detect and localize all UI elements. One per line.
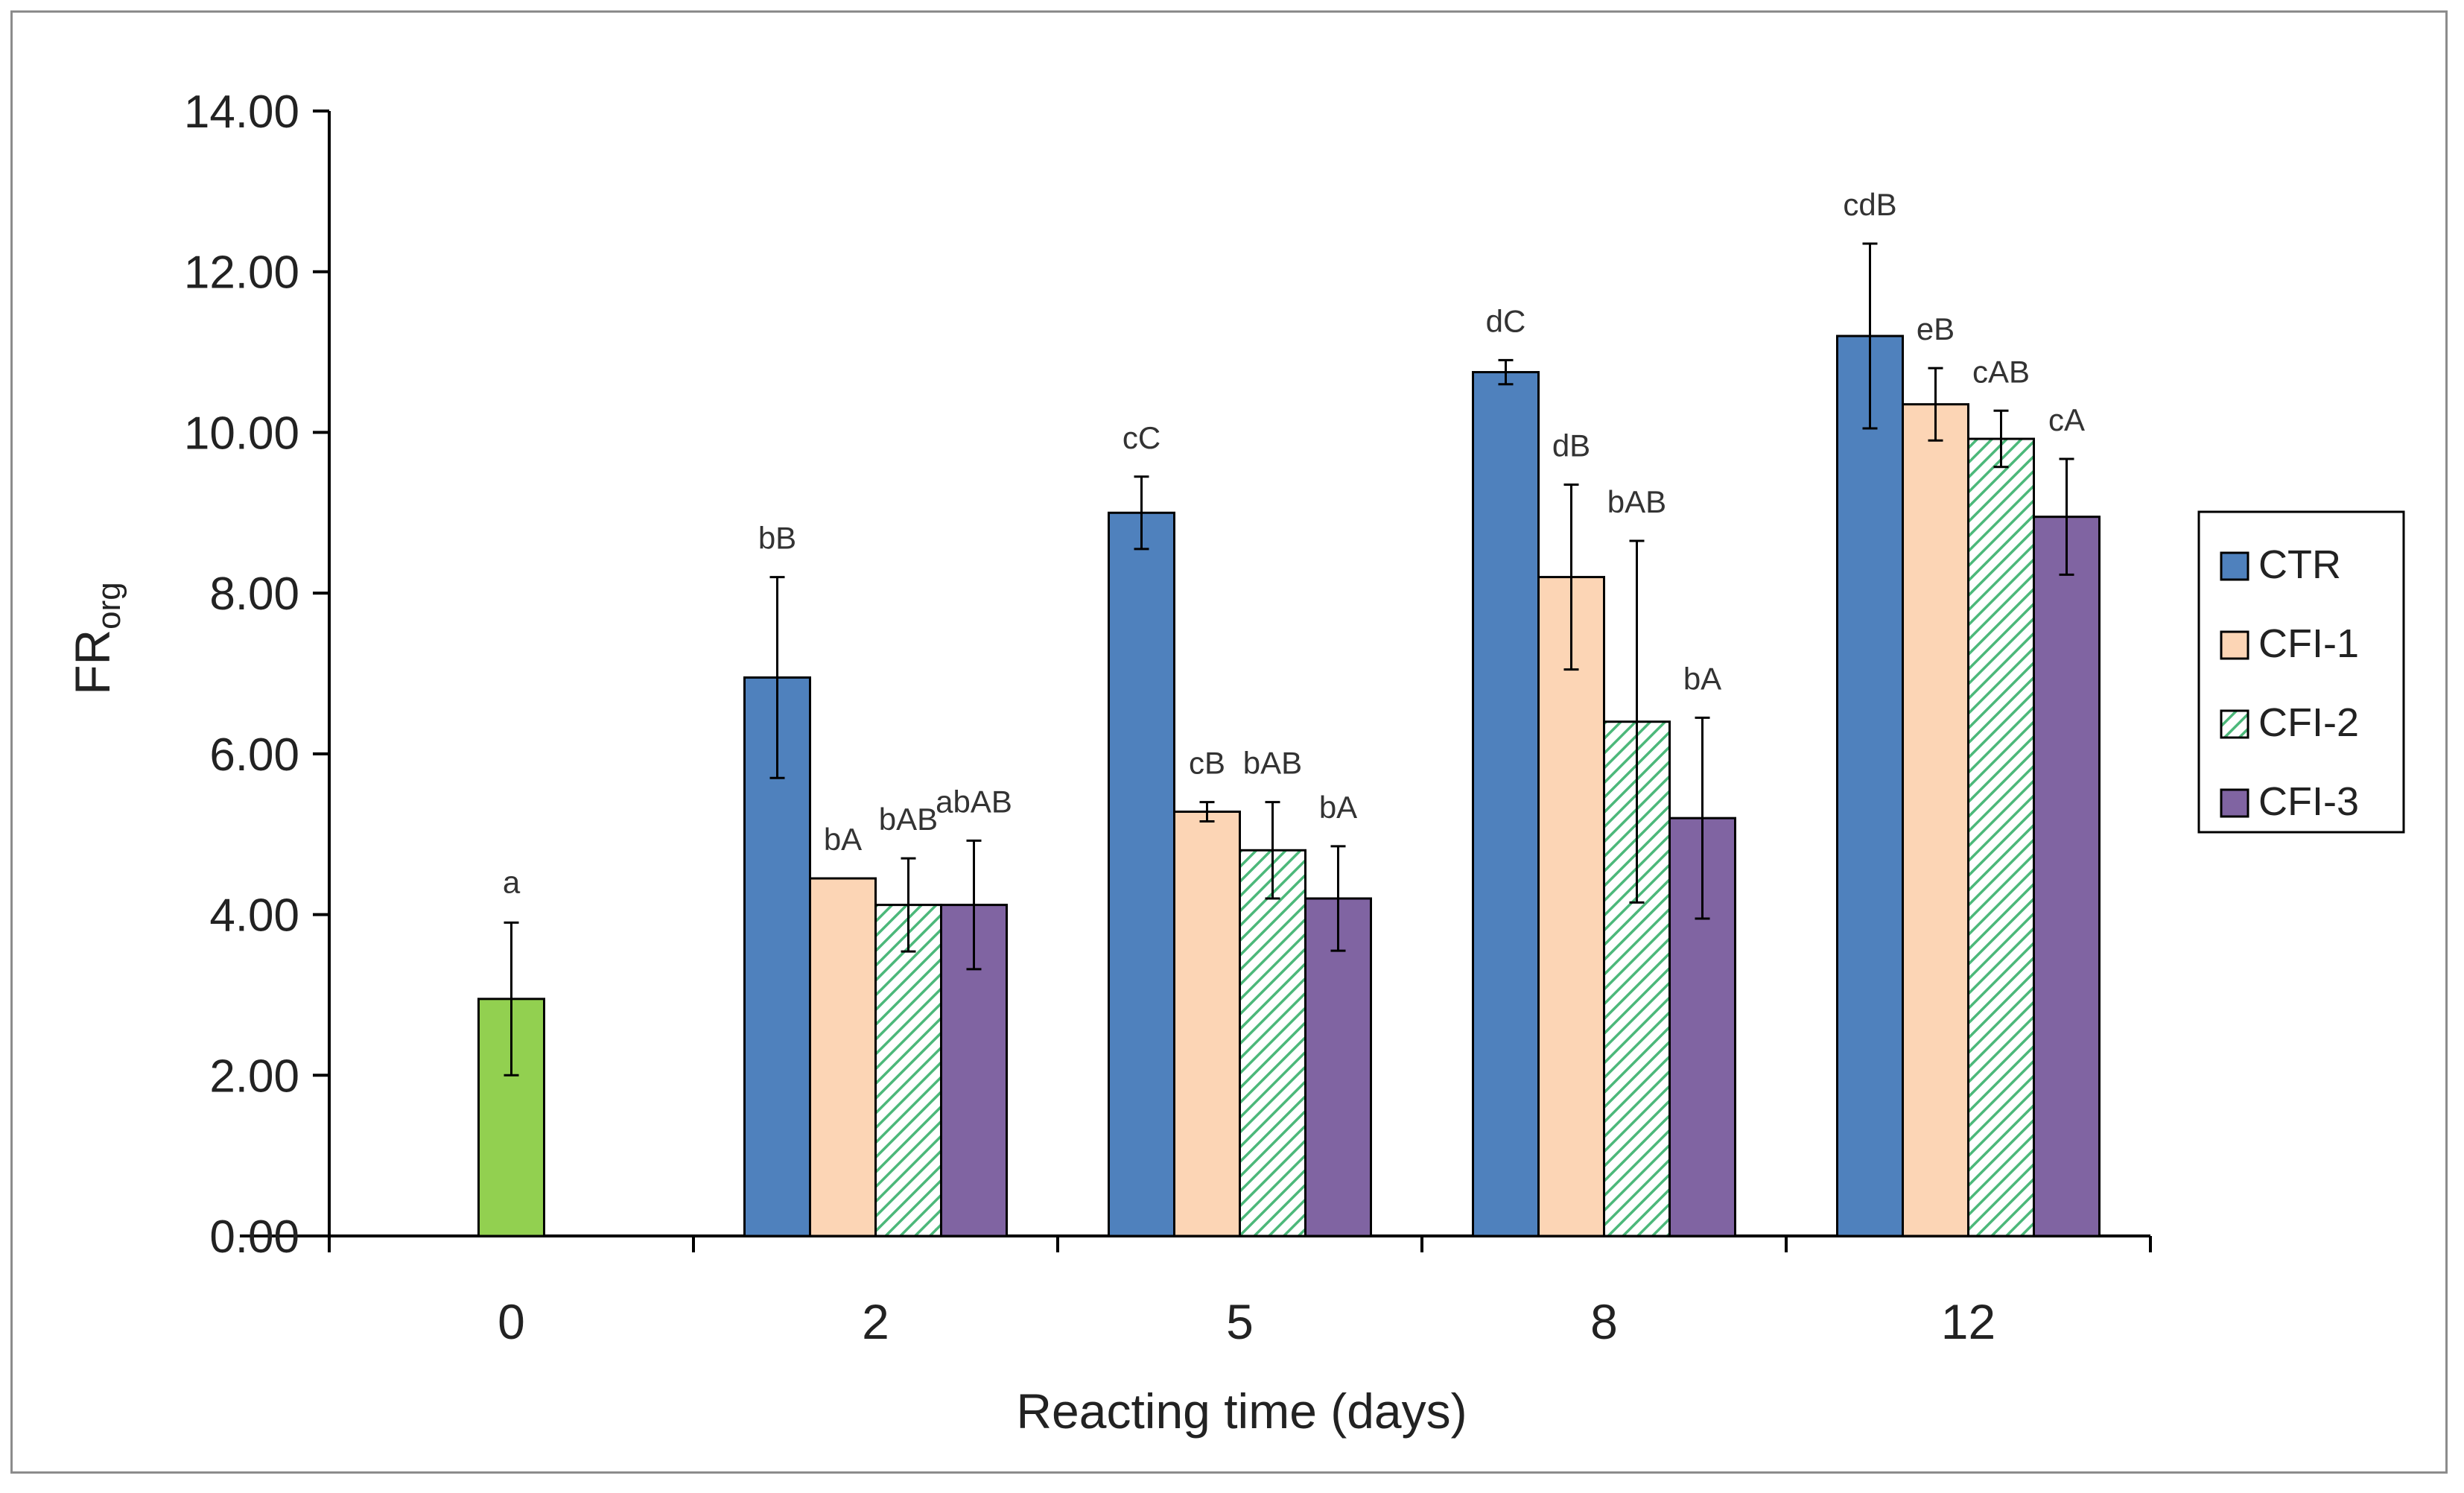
- legend-swatch-cfi-2: [2220, 709, 2249, 739]
- y-tick-label: 14.00: [184, 86, 299, 138]
- data-label-cfi-2-day8: bAB: [1607, 484, 1666, 519]
- legend-swatch-ctr: [2220, 551, 2249, 581]
- bar-cfi-1-day12: [1902, 403, 1969, 1237]
- bar-chart: 0.00 2.00 4.00 6.00 8.00 10.00 12.00 14.00 0 2 5 8 1…: [65, 86, 2405, 1439]
- data-label-cfi-3-day2: abAB: [936, 784, 1012, 819]
- bar-cfi-2-day12: [1967, 437, 2035, 1237]
- data-label-cfi-3-day8: bA: [1683, 661, 1721, 696]
- bar-cfi-1-day8: [1537, 576, 1605, 1237]
- data-label-cfi-2-day12: cAB: [1972, 354, 2030, 389]
- y-tick-label: 0.00: [209, 1211, 299, 1263]
- data-label-cfi-1-day12: eB: [1917, 311, 1955, 346]
- y-tick-label: 8.00: [209, 568, 299, 620]
- y-tick-label: 12.00: [184, 247, 299, 299]
- axes: 0.00 2.00 4.00 6.00 8.00 10.00 12.00 14.00 0 2 5 8 1…: [184, 86, 2152, 1349]
- data-label-cfi-1-day5: cB: [1189, 746, 1225, 781]
- legend-swatch-cfi-1: [2220, 630, 2249, 660]
- data-label-day0: a: [503, 864, 521, 899]
- bar-ctr-day12: [1836, 335, 1904, 1237]
- data-label-cfi-3-day5: bA: [1319, 790, 1357, 825]
- bar-cfi-1-day2: [809, 877, 877, 1237]
- bar-cfi-3-day5: [1304, 897, 1372, 1237]
- legend-label-cfi-2: CFI-2: [2258, 700, 2359, 745]
- y-tick-label: 6.00: [209, 729, 299, 781]
- legend-label-ctr: CTR: [2258, 542, 2341, 587]
- data-label-cfi-1-day8: dB: [1552, 428, 1590, 463]
- x-axis-title: Reacting time (days): [1016, 1383, 1467, 1439]
- y-tick-label: 4.00: [209, 890, 299, 942]
- data-labels: a bB cC dC cdB bA cB dB eB bAB bAB bAB cAB abAB bA bA cA: [503, 187, 2085, 899]
- x-tick-label: 12: [1941, 1294, 1995, 1349]
- data-label-cfi-1-day2: bA: [824, 822, 862, 857]
- y-tick-label: 10.00: [184, 408, 299, 459]
- bar-ctr-day8: [1472, 371, 1540, 1237]
- bar-cfi-2-day2: [874, 904, 942, 1237]
- x-tick-label: 8: [1590, 1294, 1618, 1349]
- y-axis-title-subscript: org: [91, 582, 127, 630]
- data-label-ctr-day12: cdB: [1843, 187, 1896, 222]
- bar-cfi-2-day5: [1239, 849, 1306, 1237]
- data-label-ctr-day5: cC: [1123, 420, 1160, 455]
- bar-cfi-3-day12: [2033, 516, 2101, 1237]
- data-label-cfi-2-day2: bAB: [879, 802, 938, 837]
- x-tick-label: 0: [498, 1294, 525, 1349]
- legend-swatch-cfi-3: [2220, 788, 2249, 818]
- data-label-cfi-2-day5: bAB: [1243, 746, 1302, 781]
- bar-ctr-day5: [1108, 511, 1175, 1237]
- x-tick-label: 5: [1226, 1294, 1254, 1349]
- y-tick-label: 2.00: [209, 1050, 299, 1102]
- x-tick-label: 2: [862, 1294, 889, 1349]
- legend-label-cfi-3: CFI-3: [2258, 779, 2359, 824]
- legend-label-cfi-1: CFI-1: [2258, 621, 2359, 666]
- data-label-ctr-day8: dC: [1486, 303, 1526, 338]
- data-label-cfi-3-day12: cA: [2048, 402, 2085, 437]
- chart-frame: 0.00 2.00 4.00 6.00 8.00 10.00 12.00 14.00 0 2 5 8 1…: [10, 10, 2448, 1474]
- bars: [477, 242, 2101, 1237]
- y-axis-title-main: FR: [65, 630, 120, 695]
- legend: CTR CFI-1 CFI-2 CFI-3: [2197, 510, 2405, 834]
- y-axis-title: FRorg: [65, 582, 127, 695]
- bar-cfi-1-day5: [1173, 811, 1241, 1237]
- data-label-ctr-day2: bB: [758, 521, 796, 556]
